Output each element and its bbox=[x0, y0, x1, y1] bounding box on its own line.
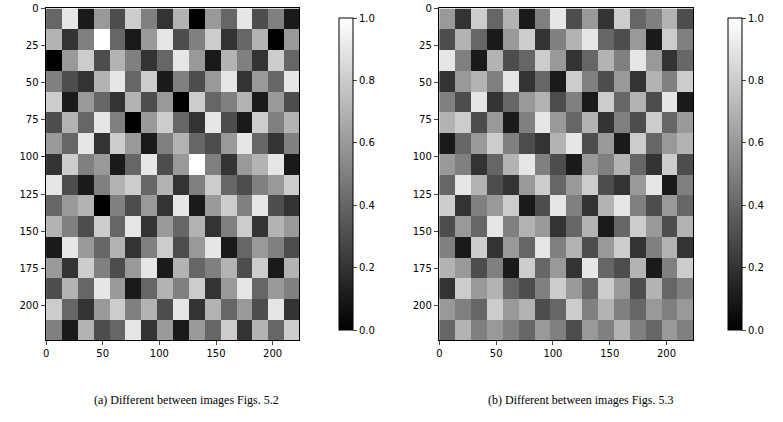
svg-text:0.2: 0.2 bbox=[359, 262, 375, 273]
svg-text:0.8: 0.8 bbox=[359, 75, 375, 86]
svg-text:50: 50 bbox=[490, 348, 503, 359]
svg-text:100: 100 bbox=[150, 348, 169, 359]
svg-text:150: 150 bbox=[206, 348, 225, 359]
svg-text:0.2: 0.2 bbox=[748, 262, 764, 273]
svg-text:0.6: 0.6 bbox=[359, 137, 375, 148]
svg-text:150: 150 bbox=[413, 226, 432, 237]
svg-text:0: 0 bbox=[436, 348, 442, 359]
svg-text:0.4: 0.4 bbox=[748, 200, 764, 211]
svg-text:0: 0 bbox=[32, 3, 38, 14]
svg-text:150: 150 bbox=[600, 348, 619, 359]
svg-text:150: 150 bbox=[19, 226, 38, 237]
svg-text:200: 200 bbox=[413, 300, 432, 311]
svg-text:0: 0 bbox=[425, 3, 431, 14]
svg-text:25: 25 bbox=[419, 40, 432, 51]
svg-text:75: 75 bbox=[419, 114, 432, 125]
svg-text:200: 200 bbox=[263, 348, 282, 359]
svg-text:50: 50 bbox=[419, 77, 432, 88]
svg-text:175: 175 bbox=[413, 263, 432, 274]
svg-text:(b) Different between images F: (b) Different between images Figs. 5.3 bbox=[488, 393, 673, 407]
svg-text:125: 125 bbox=[413, 189, 432, 200]
svg-text:1.0: 1.0 bbox=[359, 13, 375, 24]
svg-text:125: 125 bbox=[19, 189, 38, 200]
svg-text:0.0: 0.0 bbox=[748, 325, 764, 336]
svg-text:200: 200 bbox=[19, 300, 38, 311]
svg-text:0.4: 0.4 bbox=[359, 200, 375, 211]
svg-text:0.8: 0.8 bbox=[748, 75, 764, 86]
svg-text:(a) Different between images F: (a) Different between images Figs. 5.2 bbox=[94, 393, 279, 407]
svg-text:100: 100 bbox=[413, 151, 432, 162]
svg-text:100: 100 bbox=[19, 151, 38, 162]
svg-text:50: 50 bbox=[96, 348, 109, 359]
svg-text:175: 175 bbox=[19, 263, 38, 274]
svg-text:0.0: 0.0 bbox=[359, 325, 375, 336]
svg-text:100: 100 bbox=[543, 348, 562, 359]
svg-text:1.0: 1.0 bbox=[748, 13, 764, 24]
svg-text:0: 0 bbox=[43, 348, 49, 359]
svg-text:0.6: 0.6 bbox=[748, 137, 764, 148]
svg-text:200: 200 bbox=[657, 348, 676, 359]
svg-text:25: 25 bbox=[26, 40, 39, 51]
svg-text:50: 50 bbox=[26, 77, 39, 88]
svg-text:75: 75 bbox=[26, 114, 39, 125]
